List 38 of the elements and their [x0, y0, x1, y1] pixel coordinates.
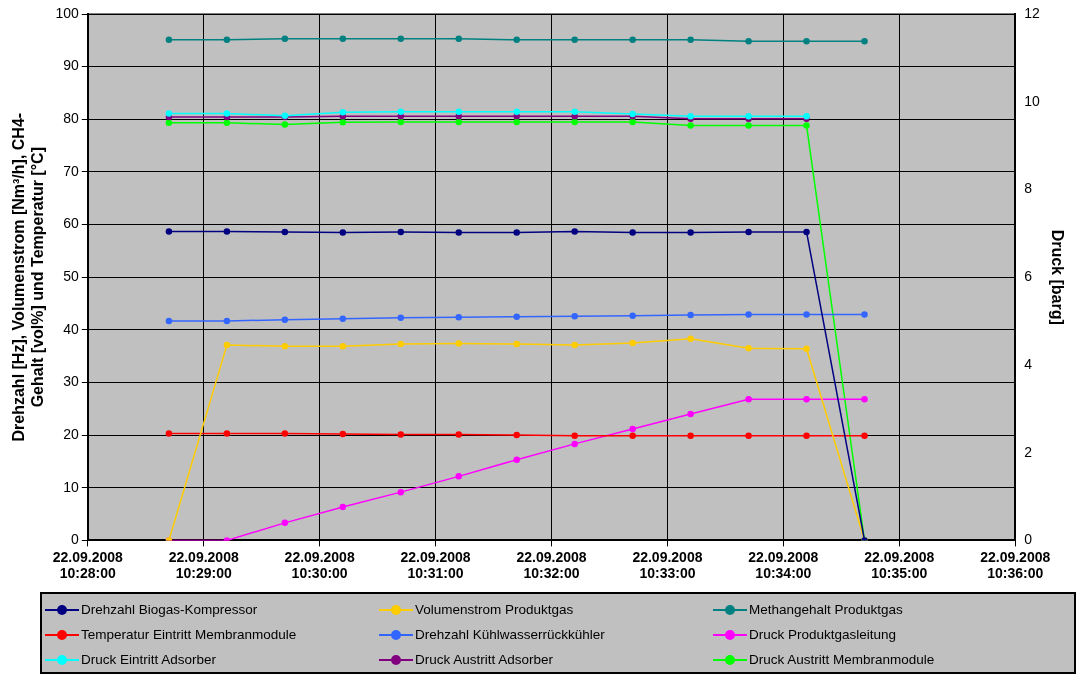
legend-label: Temperatur Eintritt Membranmodule — [81, 627, 297, 642]
x-tick-label: 22.09.2008 10:32:00 — [516, 548, 587, 582]
x-tick-label: 22.09.2008 10:31:00 — [400, 548, 471, 582]
y-tick-label: 20 — [63, 425, 79, 442]
x-tick-label: 22.09.2008 10:29:00 — [168, 548, 239, 582]
x-tick-label: 22.09.2008 10:36:00 — [980, 548, 1051, 582]
y-tick-label: 10 — [63, 478, 79, 495]
y-tick-label: 90 — [63, 57, 79, 74]
legend-label: Volumenstrom Produktgas — [415, 602, 574, 617]
y2-tick-label: 8 — [1024, 180, 1033, 197]
y-tick-label: 0 — [70, 531, 79, 548]
legend-label: Drehzahl Kühlwasserrückkühler — [415, 627, 605, 642]
y-tick-label: 80 — [63, 110, 79, 127]
y2-tick-label: 4 — [1024, 355, 1033, 372]
legend-label: Druck Austritt Adsorber — [415, 652, 554, 667]
legend-label: Druck Eintritt Adsorber — [81, 652, 217, 667]
y-tick-label: 60 — [63, 215, 79, 232]
y-tick-label: 100 — [55, 4, 79, 21]
legend-label: Methangehalt Produktgas — [749, 602, 903, 617]
y2-tick-label: 12 — [1024, 4, 1041, 21]
y2-axis-title: Druck [barg] — [1048, 229, 1066, 325]
x-tick-label: 22.09.2008 10:30:00 — [284, 548, 355, 582]
y-axis-title: Drehzahl [Hz], Volumenstrom [Nm³/h], CH4-Gehalt [vol%] und Temperatur [°C] — [10, 112, 47, 442]
y2-tick-label: 0 — [1024, 531, 1033, 548]
legend-label: Druck Produktgasleitung — [749, 627, 897, 642]
y2-tick-label: 10 — [1024, 92, 1041, 109]
legend-label: Drehzahl Biogas-Kompressor — [81, 602, 258, 617]
y-tick-label: 30 — [63, 373, 79, 390]
x-tick-label: 22.09.2008 10:34:00 — [748, 548, 819, 582]
x-tick-label: 22.09.2008 10:28:00 — [52, 548, 123, 582]
x-tick-label: 22.09.2008 10:33:00 — [632, 548, 703, 582]
y-tick-label: 70 — [63, 162, 79, 179]
y2-tick-label: 6 — [1024, 268, 1033, 285]
y-tick-label: 50 — [63, 268, 79, 285]
legend-label: Druck Austritt Membranmodule — [749, 652, 935, 667]
y-tick-label: 40 — [63, 320, 79, 337]
x-tick-label: 22.09.2008 10:35:00 — [864, 548, 935, 582]
y2-tick-label: 2 — [1024, 443, 1033, 460]
